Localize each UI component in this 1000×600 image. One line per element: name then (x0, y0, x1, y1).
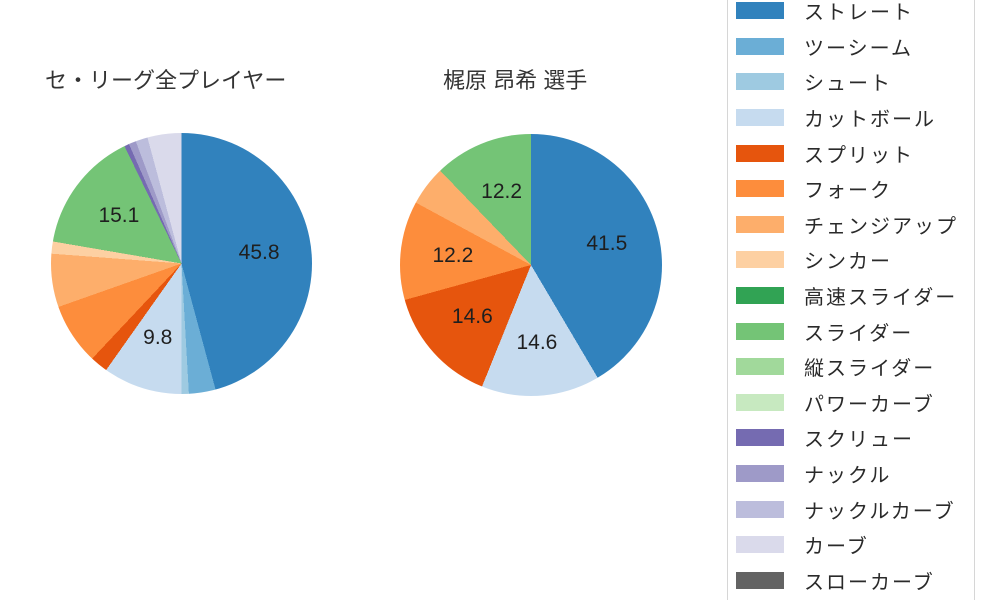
legend-item-label: チェンジアップ (804, 215, 958, 238)
pie-chart-league-all-players: 45.8 9.8 15.1 (51, 133, 312, 394)
legend-panel: ストレートツーシームシュートカットボール スプリットフォークチェンジアップ シンカー… (727, 0, 975, 600)
legend-color-swatch (736, 109, 784, 127)
legend-item[interactable]: フォーク (728, 171, 974, 207)
legend-item-label: ナックルカーブ (804, 500, 956, 523)
legend-color-swatch (736, 465, 784, 483)
legend-item[interactable]: パワーカーブ (728, 385, 974, 421)
legend-color-swatch (736, 2, 784, 20)
legend-item[interactable]: スローカーブ (728, 563, 974, 599)
legend-item[interactable]: シンカー (728, 242, 974, 278)
legend-color-swatch (736, 37, 784, 55)
pie-circle[interactable] (51, 133, 312, 394)
legend-item[interactable]: スプリット (728, 135, 974, 171)
legend-item[interactable]: チェンジアップ (728, 207, 974, 243)
pie-value-label: 41.5 (586, 232, 628, 256)
pie-value-label: 15.1 (98, 204, 140, 228)
legend-item[interactable]: ナックル (728, 456, 974, 492)
legend-color-swatch (736, 393, 784, 411)
legend-item-label: スライダー (804, 322, 914, 345)
legend-item[interactable]: ストレート (728, 0, 974, 29)
legend-item[interactable]: カットボール (728, 100, 974, 136)
legend-item-label: スプリット (804, 144, 914, 167)
legend-color-swatch (736, 358, 784, 376)
pie-value-label: 9.8 (143, 326, 173, 350)
legend-item-label: ストレート (804, 2, 914, 25)
legend-color-swatch (736, 322, 784, 340)
legend-item-label: カーブ (804, 536, 869, 559)
left-pie-title: セ・リーグ全プレイヤー (45, 68, 287, 93)
legend-item[interactable]: ツーシーム (728, 29, 974, 65)
legend-item-label: ナックル (804, 465, 892, 488)
legend-item-label: 縦スライダー (804, 358, 936, 381)
legend-item-label: パワーカーブ (804, 393, 935, 416)
pie-value-label: 14.6 (516, 331, 558, 355)
legend-item-label: カットボール (804, 109, 936, 132)
legend-item[interactable]: カーブ (728, 527, 974, 563)
legend-item[interactable]: シュート (728, 64, 974, 100)
legend-item-label: スローカーブ (804, 571, 935, 594)
pie-value-label: 45.8 (238, 241, 280, 265)
legend-color-swatch (736, 144, 784, 162)
legend-item-label: 高速スライダー (804, 287, 958, 310)
legend-item[interactable]: スライダー (728, 313, 974, 349)
pie-value-label: 12.2 (481, 180, 523, 204)
legend-item[interactable]: 縦スライダー (728, 349, 974, 385)
pie-circle[interactable] (400, 134, 662, 396)
legend-item-label: スクリュー (804, 429, 914, 452)
legend-item-label: シンカー (804, 251, 892, 274)
legend-color-swatch (736, 429, 784, 447)
legend-item[interactable]: ナックルカーブ (728, 491, 974, 527)
legend-item[interactable]: 高速スライダー (728, 278, 974, 314)
legend-item[interactable]: スクリュー (728, 420, 974, 456)
legend-color-swatch (736, 500, 784, 518)
legend-item-label: ツーシーム (804, 37, 913, 60)
legend-color-swatch (736, 180, 784, 198)
legend-color-swatch (736, 571, 784, 589)
right-pie-title: 梶原 昂希 選手 (443, 68, 588, 93)
legend-item-label: フォーク (804, 180, 892, 203)
pie-chart-player: 41.5 14.6 14.6 12.2 12.2 (400, 134, 662, 396)
legend-color-swatch (736, 73, 784, 91)
legend-color-swatch (736, 251, 784, 269)
legend-color-swatch (736, 536, 784, 554)
pie-value-label: 14.6 (451, 305, 493, 329)
legend-color-swatch (736, 215, 784, 233)
legend-item-label: シュート (804, 73, 892, 96)
pie-value-label: 12.2 (432, 244, 474, 268)
legend-color-swatch (736, 287, 784, 305)
legend-list: ストレートツーシームシュートカットボール スプリットフォークチェンジアップ シンカー… (728, 0, 974, 598)
